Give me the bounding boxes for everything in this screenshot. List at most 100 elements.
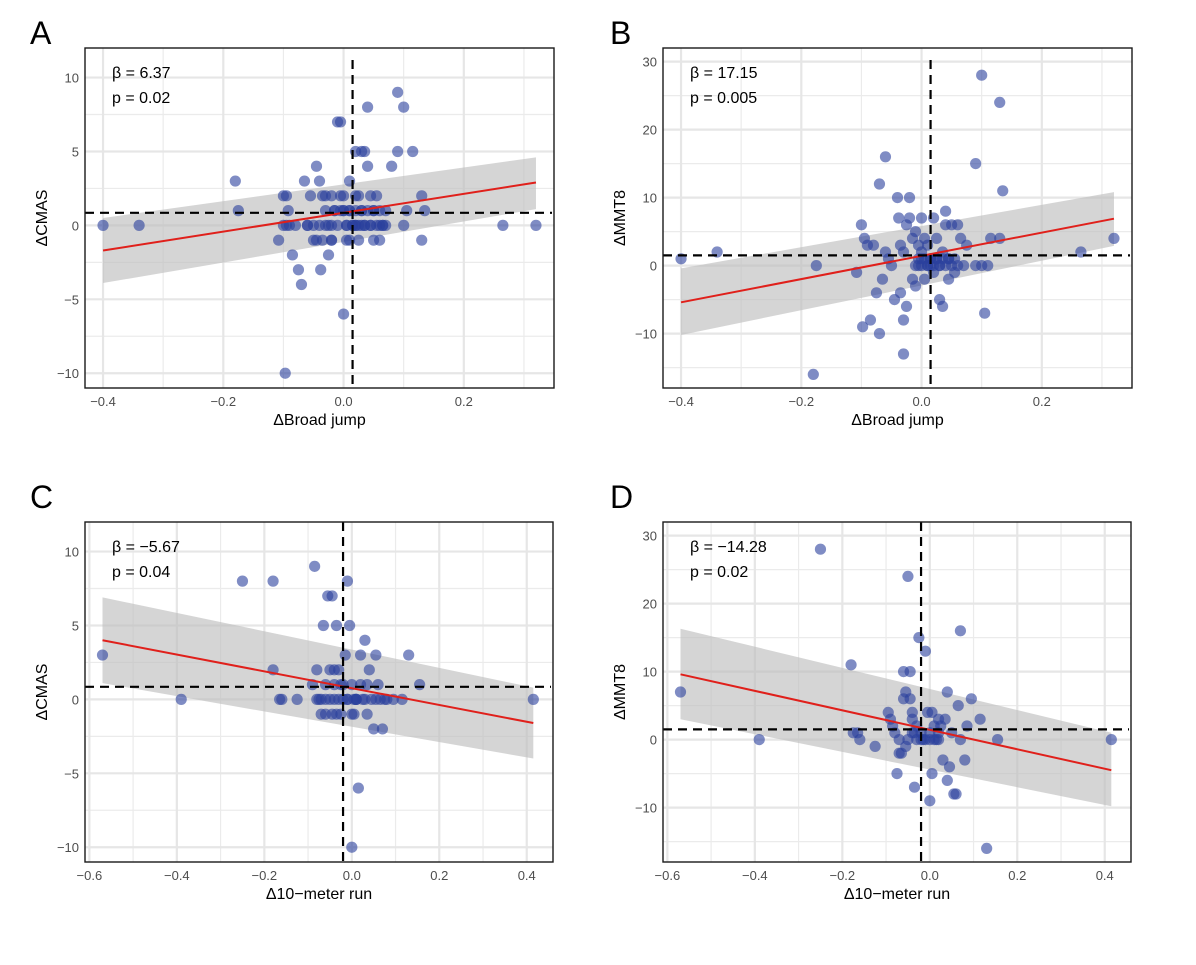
data-point (273, 234, 285, 246)
data-point (807, 368, 819, 380)
data-point (924, 795, 936, 807)
x-tick-label: 0.2 (430, 868, 448, 883)
data-point (325, 190, 338, 202)
data-point (97, 219, 109, 231)
data-point (352, 782, 364, 794)
y-tick-label: 20 (643, 597, 657, 612)
data-point (352, 234, 365, 246)
data-point (376, 723, 389, 735)
data-point (335, 708, 347, 720)
data-point (915, 212, 928, 224)
data-point (930, 232, 943, 244)
data-point (344, 619, 356, 632)
data-point (358, 145, 371, 158)
x-tick-label: 0.4 (518, 868, 536, 883)
x-tick-label: 0.2 (1033, 394, 1051, 409)
y-tick-label: 5 (72, 618, 79, 633)
y-tick-label: 0 (72, 692, 79, 707)
data-point (337, 308, 350, 320)
data-point (310, 160, 323, 172)
data-point (333, 693, 345, 705)
data-point (286, 249, 299, 261)
data-point (416, 234, 428, 246)
data-point (867, 239, 880, 251)
data-point (902, 570, 914, 583)
panel-d: −0.6 −0.4 −0.2 0.0 0.2 0.4 −10 0 10 20 30 Δ10−meter… (610, 479, 1132, 903)
data-point (873, 178, 886, 190)
data-point (954, 625, 967, 637)
y-axis-label: ΔMMT8 (612, 190, 629, 246)
y-tick-label: 5 (72, 144, 79, 159)
data-point (981, 842, 993, 855)
x-tick-label: 0.2 (455, 394, 473, 409)
y-tick-label: −5 (64, 292, 79, 307)
data-point (936, 300, 949, 312)
p-value-annotation: p = 0.005 (690, 90, 757, 107)
data-point (952, 700, 964, 712)
data-point (309, 560, 321, 572)
data-point (361, 708, 373, 720)
y-tick-label: 0 (650, 259, 657, 274)
data-point (317, 619, 329, 632)
x-tick-label: −0.6 (77, 868, 103, 883)
data-point (903, 212, 916, 224)
data-point (891, 768, 903, 780)
y-tick-label: −10 (635, 801, 657, 816)
data-point (1108, 232, 1120, 244)
regression-line (102, 181, 537, 252)
data-point (398, 219, 410, 231)
x-tick-label: −0.6 (655, 868, 681, 883)
data-point (903, 192, 916, 204)
y-tick-label: 10 (65, 545, 79, 560)
data-point (970, 158, 982, 170)
data-point (873, 328, 886, 340)
data-point (339, 649, 351, 661)
y-tick-label: 10 (643, 665, 657, 680)
data-point (325, 234, 338, 246)
data-point (913, 632, 925, 644)
data-point (403, 649, 415, 661)
data-point (982, 260, 994, 272)
data-point (372, 679, 384, 691)
data-point (386, 160, 398, 172)
data-point (940, 205, 952, 217)
data-point (346, 841, 358, 853)
y-tick-label: 0 (72, 218, 79, 233)
y-tick-label: 10 (65, 71, 79, 86)
data-point (276, 693, 288, 705)
data-point (295, 278, 308, 291)
data-point (232, 205, 244, 217)
y-axis-label: ΔCMAS (34, 190, 51, 247)
data-point (943, 761, 956, 773)
data-point (674, 686, 687, 698)
plot-frame (84, 521, 554, 863)
data-point (368, 723, 380, 735)
data-point (897, 314, 910, 326)
y-tick-label: −10 (635, 327, 657, 342)
data-point (909, 280, 922, 292)
data-point (280, 190, 293, 202)
data-point (392, 145, 404, 158)
data-point (279, 367, 291, 379)
data-point (753, 734, 765, 746)
data-point (854, 734, 866, 746)
panel-letter: A (30, 15, 52, 51)
data-point (298, 175, 311, 187)
x-tick-label: 0.0 (913, 394, 931, 409)
data-point (363, 664, 375, 676)
data-point (359, 634, 371, 646)
data-point (377, 219, 389, 231)
data-point (407, 145, 419, 158)
data-point (974, 713, 986, 725)
data-point (897, 348, 910, 360)
panel-c: −0.6 −0.4 −0.2 0.0 0.2 0.4 −10 −5 0 5 10 Δ10−meter … (30, 479, 554, 903)
data-point (961, 239, 973, 251)
data-point (229, 175, 241, 187)
data-point (392, 86, 404, 98)
data-point (133, 219, 145, 231)
y-tick-label: −10 (57, 366, 79, 381)
data-point (810, 260, 822, 272)
x-tick-label: 0.4 (1096, 868, 1114, 883)
data-point (371, 190, 383, 202)
data-point (304, 190, 317, 202)
